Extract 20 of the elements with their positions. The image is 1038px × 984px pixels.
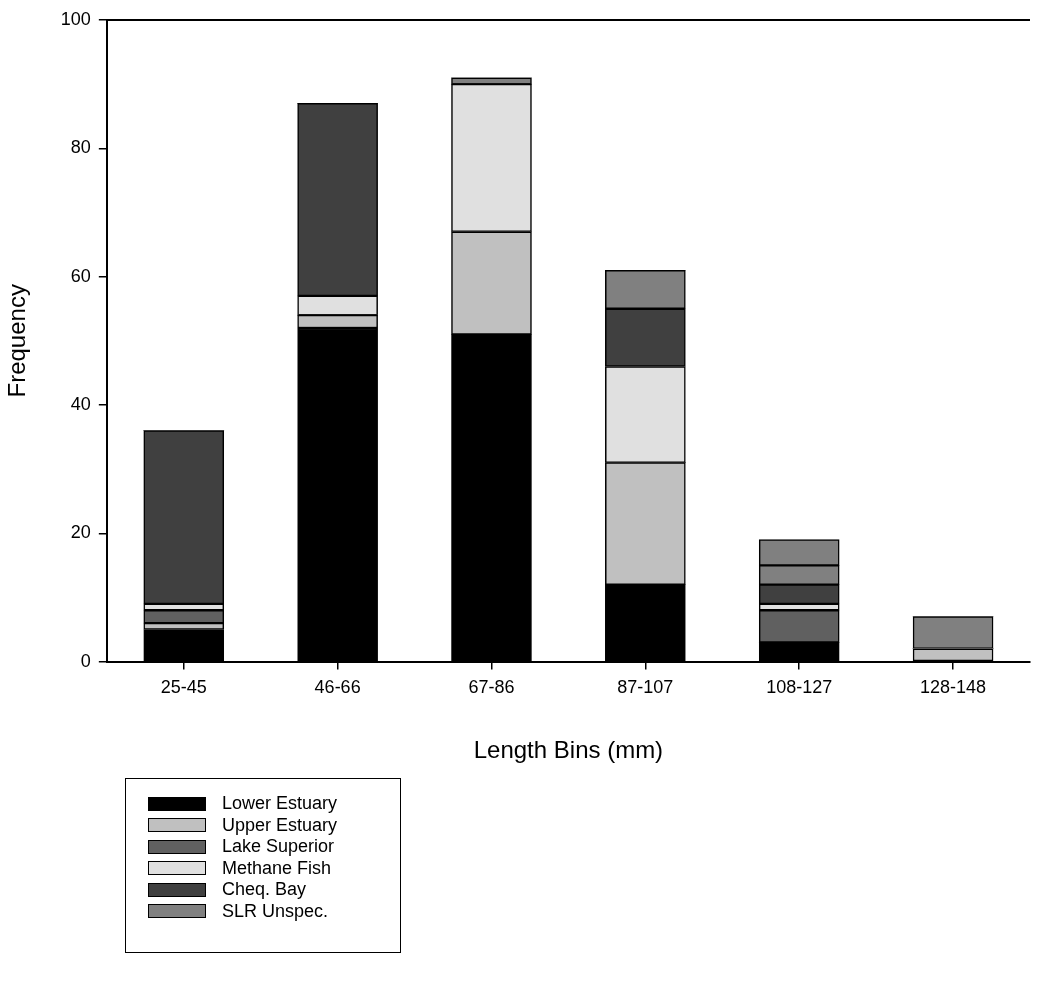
- x-tick-label: 46-66: [314, 677, 361, 698]
- y-tick-label: 0: [80, 650, 91, 671]
- legend-label: SLR Unspec.: [222, 900, 329, 922]
- y-axis-title: Frequency: [3, 284, 31, 398]
- legend-label: Lake Superior: [222, 836, 335, 858]
- y-tick-label: 100: [60, 8, 91, 29]
- legend-label: Methane Fish: [222, 857, 332, 879]
- y-tick-label: 40: [70, 393, 91, 414]
- legend-label: Cheq. Bay: [222, 879, 307, 901]
- legend-label: Upper Estuary: [222, 814, 338, 836]
- y-tick-label: 20: [70, 522, 91, 543]
- x-axis-title: Length Bins (mm): [473, 736, 664, 764]
- x-tick-label: 67-86: [468, 677, 515, 698]
- y-tick-label: 60: [70, 265, 91, 286]
- x-tick-label: 25-45: [160, 677, 207, 698]
- y-tick-label: 80: [70, 137, 91, 158]
- legend-label: Lower Estuary: [222, 793, 338, 815]
- x-tick-label: 108-127: [766, 677, 833, 698]
- x-tick-label: 128-148: [920, 677, 987, 698]
- x-tick-label: 87-107: [617, 677, 674, 698]
